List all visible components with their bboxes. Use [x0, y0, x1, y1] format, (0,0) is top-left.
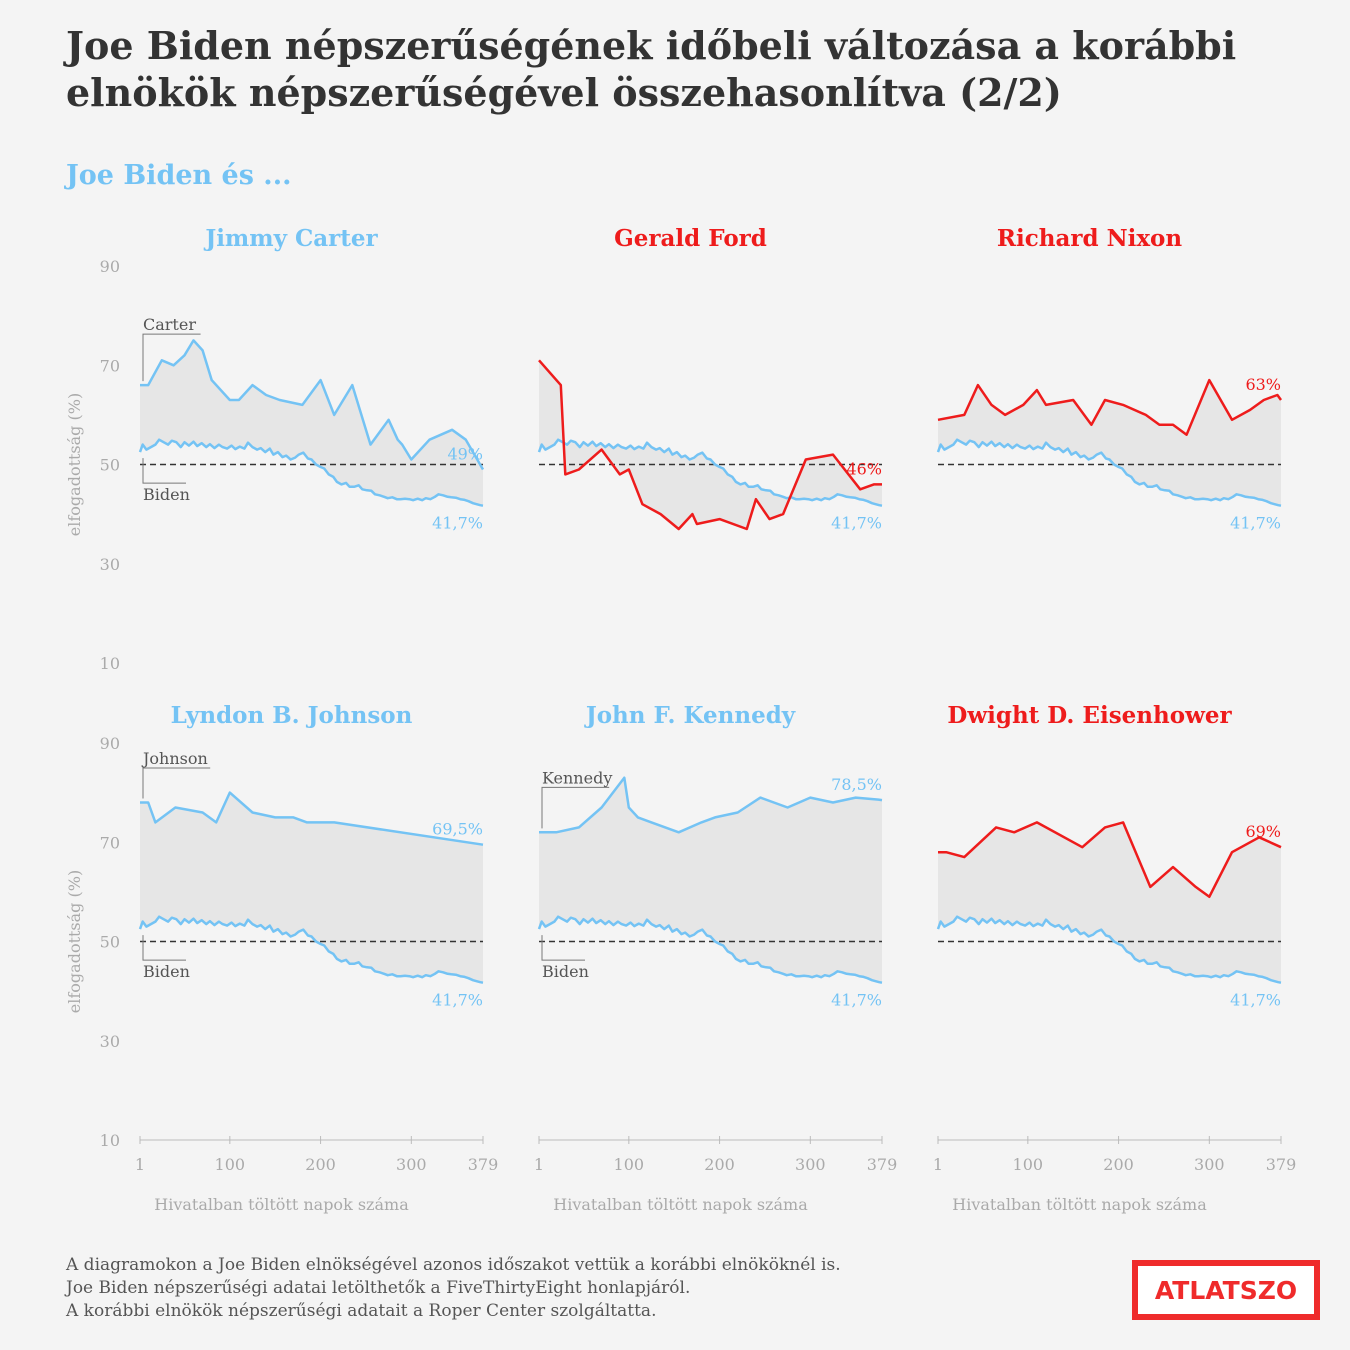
president-line	[538, 359, 882, 531]
logo-text: ATLATSZO	[1154, 1275, 1298, 1305]
x-tick-label: 300	[1194, 1155, 1225, 1174]
y-tick-label: 70	[100, 833, 120, 852]
x-axis-label: Hivatalban töltött napok száma	[952, 1195, 1207, 1214]
series-bracket-biden	[142, 458, 186, 484]
panel-title: Richard Nixon	[997, 225, 1183, 252]
president-line	[938, 821, 1282, 899]
y-tick-label: 10	[100, 1131, 120, 1150]
biden-end-label: 41,7%	[432, 514, 483, 533]
source-notes: A diagramokon a Joe Biden elnökségével a…	[66, 1254, 1066, 1323]
president-end-label: 78,5%	[831, 775, 882, 794]
y-tick-label: 10	[100, 654, 120, 673]
x-tick-label: 100	[614, 1155, 645, 1174]
note-line-1: A diagramokon a Joe Biden elnökségével a…	[66, 1255, 841, 1275]
president-line	[140, 791, 484, 846]
series-label-president: Johnson	[141, 749, 208, 768]
series-bracket-president	[541, 786, 610, 829]
biden-end-label: 41,7%	[1230, 514, 1281, 533]
x-tick-label: 379	[1266, 1155, 1297, 1174]
panel-title: Jimmy Carter	[203, 225, 378, 252]
biden-line	[936, 915, 1282, 984]
panel-lyndon-b-johnson: Lyndon B. Johnson 10 30 50 70 90 elfogadottság…	[65, 702, 498, 1214]
series-label-biden: Biden	[143, 485, 190, 504]
x-tick-label: 1	[933, 1155, 943, 1174]
biden-end-label: 41,7%	[1230, 991, 1281, 1010]
gap-area	[539, 777, 882, 983]
x-tick-label: 300	[795, 1155, 826, 1174]
panel-title: Lyndon B. Johnson	[171, 702, 413, 729]
y-axis-label: elfogadottság (%)	[65, 393, 84, 536]
x-tick-label: 300	[396, 1155, 427, 1174]
panel-jimmy-carter: Jimmy Carter 10 30 50 70 90 elfogadottság (%) 4…	[65, 225, 485, 673]
subtitle: Joe Biden és ...	[66, 160, 292, 191]
biden-end-label: 41,7%	[831, 991, 882, 1010]
x-tick-label: 1	[135, 1155, 145, 1174]
x-tick-label: 200	[704, 1155, 735, 1174]
series-label-president: Carter	[143, 315, 196, 334]
gap-area	[938, 380, 1281, 506]
x-tick-label: 379	[867, 1155, 898, 1174]
president-end-label: 69,5%	[432, 820, 483, 839]
x-tick-label: 100	[215, 1155, 246, 1174]
panel-john-f-kennedy: John F. Kennedy 78,5% 41,7% Kennedy Biden 1 10…	[534, 702, 897, 1214]
y-tick-label: 50	[100, 933, 120, 952]
panel-title: John F. Kennedy	[584, 702, 796, 729]
x-tick-label: 379	[468, 1155, 499, 1174]
x-tick-label: 200	[1103, 1155, 1134, 1174]
series-bracket-president	[142, 333, 201, 382]
y-tick-label: 90	[100, 734, 120, 753]
series-bracket-president	[142, 767, 211, 799]
gap-area	[539, 360, 882, 529]
y-tick-label: 30	[100, 1032, 120, 1051]
biden-line	[936, 438, 1282, 507]
x-axis-label: Hivatalban töltött napok száma	[553, 1195, 808, 1214]
y-tick-label: 70	[100, 356, 120, 375]
panel-title: Dwight D. Eisenhower	[947, 702, 1232, 729]
atlatszo-logo[interactable]: ATLATSZO	[1132, 1260, 1320, 1320]
president-line	[140, 339, 485, 471]
president-end-label: 63%	[1245, 375, 1281, 394]
series-bracket-biden	[142, 935, 186, 961]
biden-line	[138, 438, 484, 507]
gap-area	[140, 792, 483, 983]
page-title: Joe Biden népszerűségének időbeli változ…	[66, 23, 1237, 115]
y-tick-label: 90	[100, 257, 120, 276]
x-tick-label: 100	[1013, 1155, 1044, 1174]
panel-richard-nixon: Richard Nixon 63% 41,7%	[936, 225, 1283, 533]
y-axis-label: elfogadottság (%)	[65, 870, 84, 1013]
series-label-president: Kennedy	[542, 768, 612, 787]
biden-end-label: 41,7%	[831, 514, 882, 533]
gap-area	[140, 340, 483, 506]
biden-line	[138, 915, 484, 984]
note-line-3: A korábbi elnökök népszerűségi adatait a…	[66, 1301, 657, 1321]
series-bracket-biden	[541, 935, 585, 961]
y-tick-label: 50	[100, 456, 120, 475]
panel-dwight-d-eisenhower: Dwight D. Eisenhower 69% 41,7% 1 100 200 300 37…	[933, 702, 1296, 1214]
x-axis-label: Hivatalban töltött napok száma	[154, 1195, 409, 1214]
note-line-2: Joe Biden népszerűségi adatai letölthető…	[66, 1278, 691, 1298]
panel-gerald-ford: Gerald Ford 46% 41,7%	[537, 225, 883, 533]
president-end-label: 49%	[447, 444, 483, 463]
gap-area	[938, 822, 1281, 983]
series-label-biden: Biden	[542, 962, 589, 981]
x-tick-label: 1	[534, 1155, 544, 1174]
president-line	[539, 776, 883, 834]
president-end-label: 46%	[846, 459, 882, 478]
series-label-biden: Biden	[143, 962, 190, 981]
x-tick-label: 200	[305, 1155, 336, 1174]
y-tick-label: 30	[100, 555, 120, 574]
panel-title: Gerald Ford	[614, 225, 767, 252]
president-end-label: 69%	[1245, 822, 1281, 841]
biden-line	[537, 438, 883, 507]
biden-end-label: 41,7%	[432, 991, 483, 1010]
president-line	[937, 378, 1283, 436]
biden-line	[537, 915, 883, 984]
